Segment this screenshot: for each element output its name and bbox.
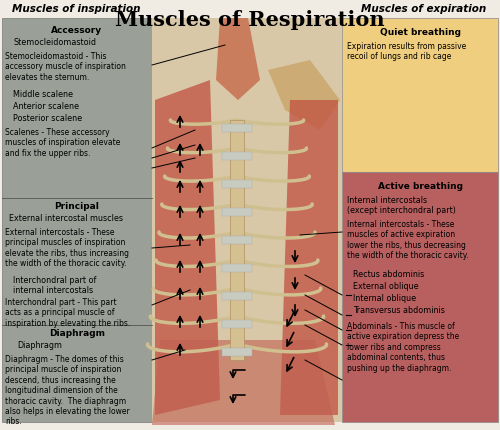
Bar	[222, 348, 252, 356]
Text: Muscles of Respiration: Muscles of Respiration	[115, 10, 385, 30]
Bar	[342, 18, 498, 172]
Bar	[222, 152, 252, 160]
Text: Diaphragm: Diaphragm	[17, 341, 62, 350]
Text: Posterior scalene: Posterior scalene	[13, 114, 82, 123]
Bar	[342, 172, 498, 422]
Text: Muscles of inspiration: Muscles of inspiration	[12, 4, 140, 14]
Bar	[222, 124, 252, 132]
Bar	[222, 236, 252, 244]
Text: Abdominals - This muscle of
active expiration depress the
lower ribs and compres: Abdominals - This muscle of active expir…	[347, 322, 459, 373]
Polygon shape	[155, 80, 220, 415]
Text: Interchondral part of
internal intercostals: Interchondral part of internal intercost…	[13, 276, 96, 295]
Text: Active breathing: Active breathing	[378, 182, 462, 191]
Text: Stemocleidomastoid - This
accessory muscle of inspiration
elevates the sternum.: Stemocleidomastoid - This accessory musc…	[5, 52, 126, 82]
Text: Middle scalene: Middle scalene	[13, 90, 73, 99]
Text: Internal oblique: Internal oblique	[353, 294, 416, 303]
Text: Anterior scalene: Anterior scalene	[13, 102, 79, 111]
Polygon shape	[280, 100, 338, 415]
Text: Quiet breathing: Quiet breathing	[380, 28, 460, 37]
Polygon shape	[216, 18, 260, 100]
Bar	[222, 292, 252, 300]
Text: Diaphragm: Diaphragm	[49, 329, 105, 338]
Polygon shape	[268, 60, 340, 130]
Text: Expiration results from passive
recoil of lungs and rib cage: Expiration results from passive recoil o…	[347, 42, 466, 61]
Bar	[2, 18, 152, 422]
Text: Accessory: Accessory	[52, 26, 102, 35]
Text: Rectus abdominis: Rectus abdominis	[353, 270, 424, 279]
Text: External oblique: External oblique	[353, 282, 418, 291]
Bar	[222, 180, 252, 188]
Text: External intercostals - These
principal muscles of inspiration
elevate the ribs,: External intercostals - These principal …	[5, 228, 129, 268]
Text: Stemocleidomastoid: Stemocleidomastoid	[13, 38, 96, 47]
Text: Muscles of expiration: Muscles of expiration	[362, 4, 486, 14]
Text: External intercostal muscles: External intercostal muscles	[9, 214, 123, 223]
Bar	[222, 208, 252, 216]
Text: Internal intercostals
(except interchondral part): Internal intercostals (except interchond…	[347, 196, 456, 215]
Text: Diaphragm - The domes of this
principal muscle of inspiration
descend, thus incr: Diaphragm - The domes of this principal …	[5, 355, 130, 427]
Text: Principal: Principal	[54, 202, 100, 211]
Polygon shape	[152, 340, 335, 425]
Text: Interchondral part - This part
acts as a principal muscle of
inspiration by elev: Interchondral part - This part acts as a…	[5, 298, 130, 328]
Text: Internal intercostals - These
muscles of active expiration
lower the ribs, thus : Internal intercostals - These muscles of…	[347, 220, 469, 260]
Bar	[222, 264, 252, 272]
Bar	[230, 120, 244, 360]
Text: Transversus abdominis: Transversus abdominis	[353, 306, 445, 315]
Text: Scalenes - These accessory
muscles of inspiration elevate
and fix the upper ribs: Scalenes - These accessory muscles of in…	[5, 128, 120, 158]
Bar	[152, 18, 342, 422]
Bar	[222, 320, 252, 328]
